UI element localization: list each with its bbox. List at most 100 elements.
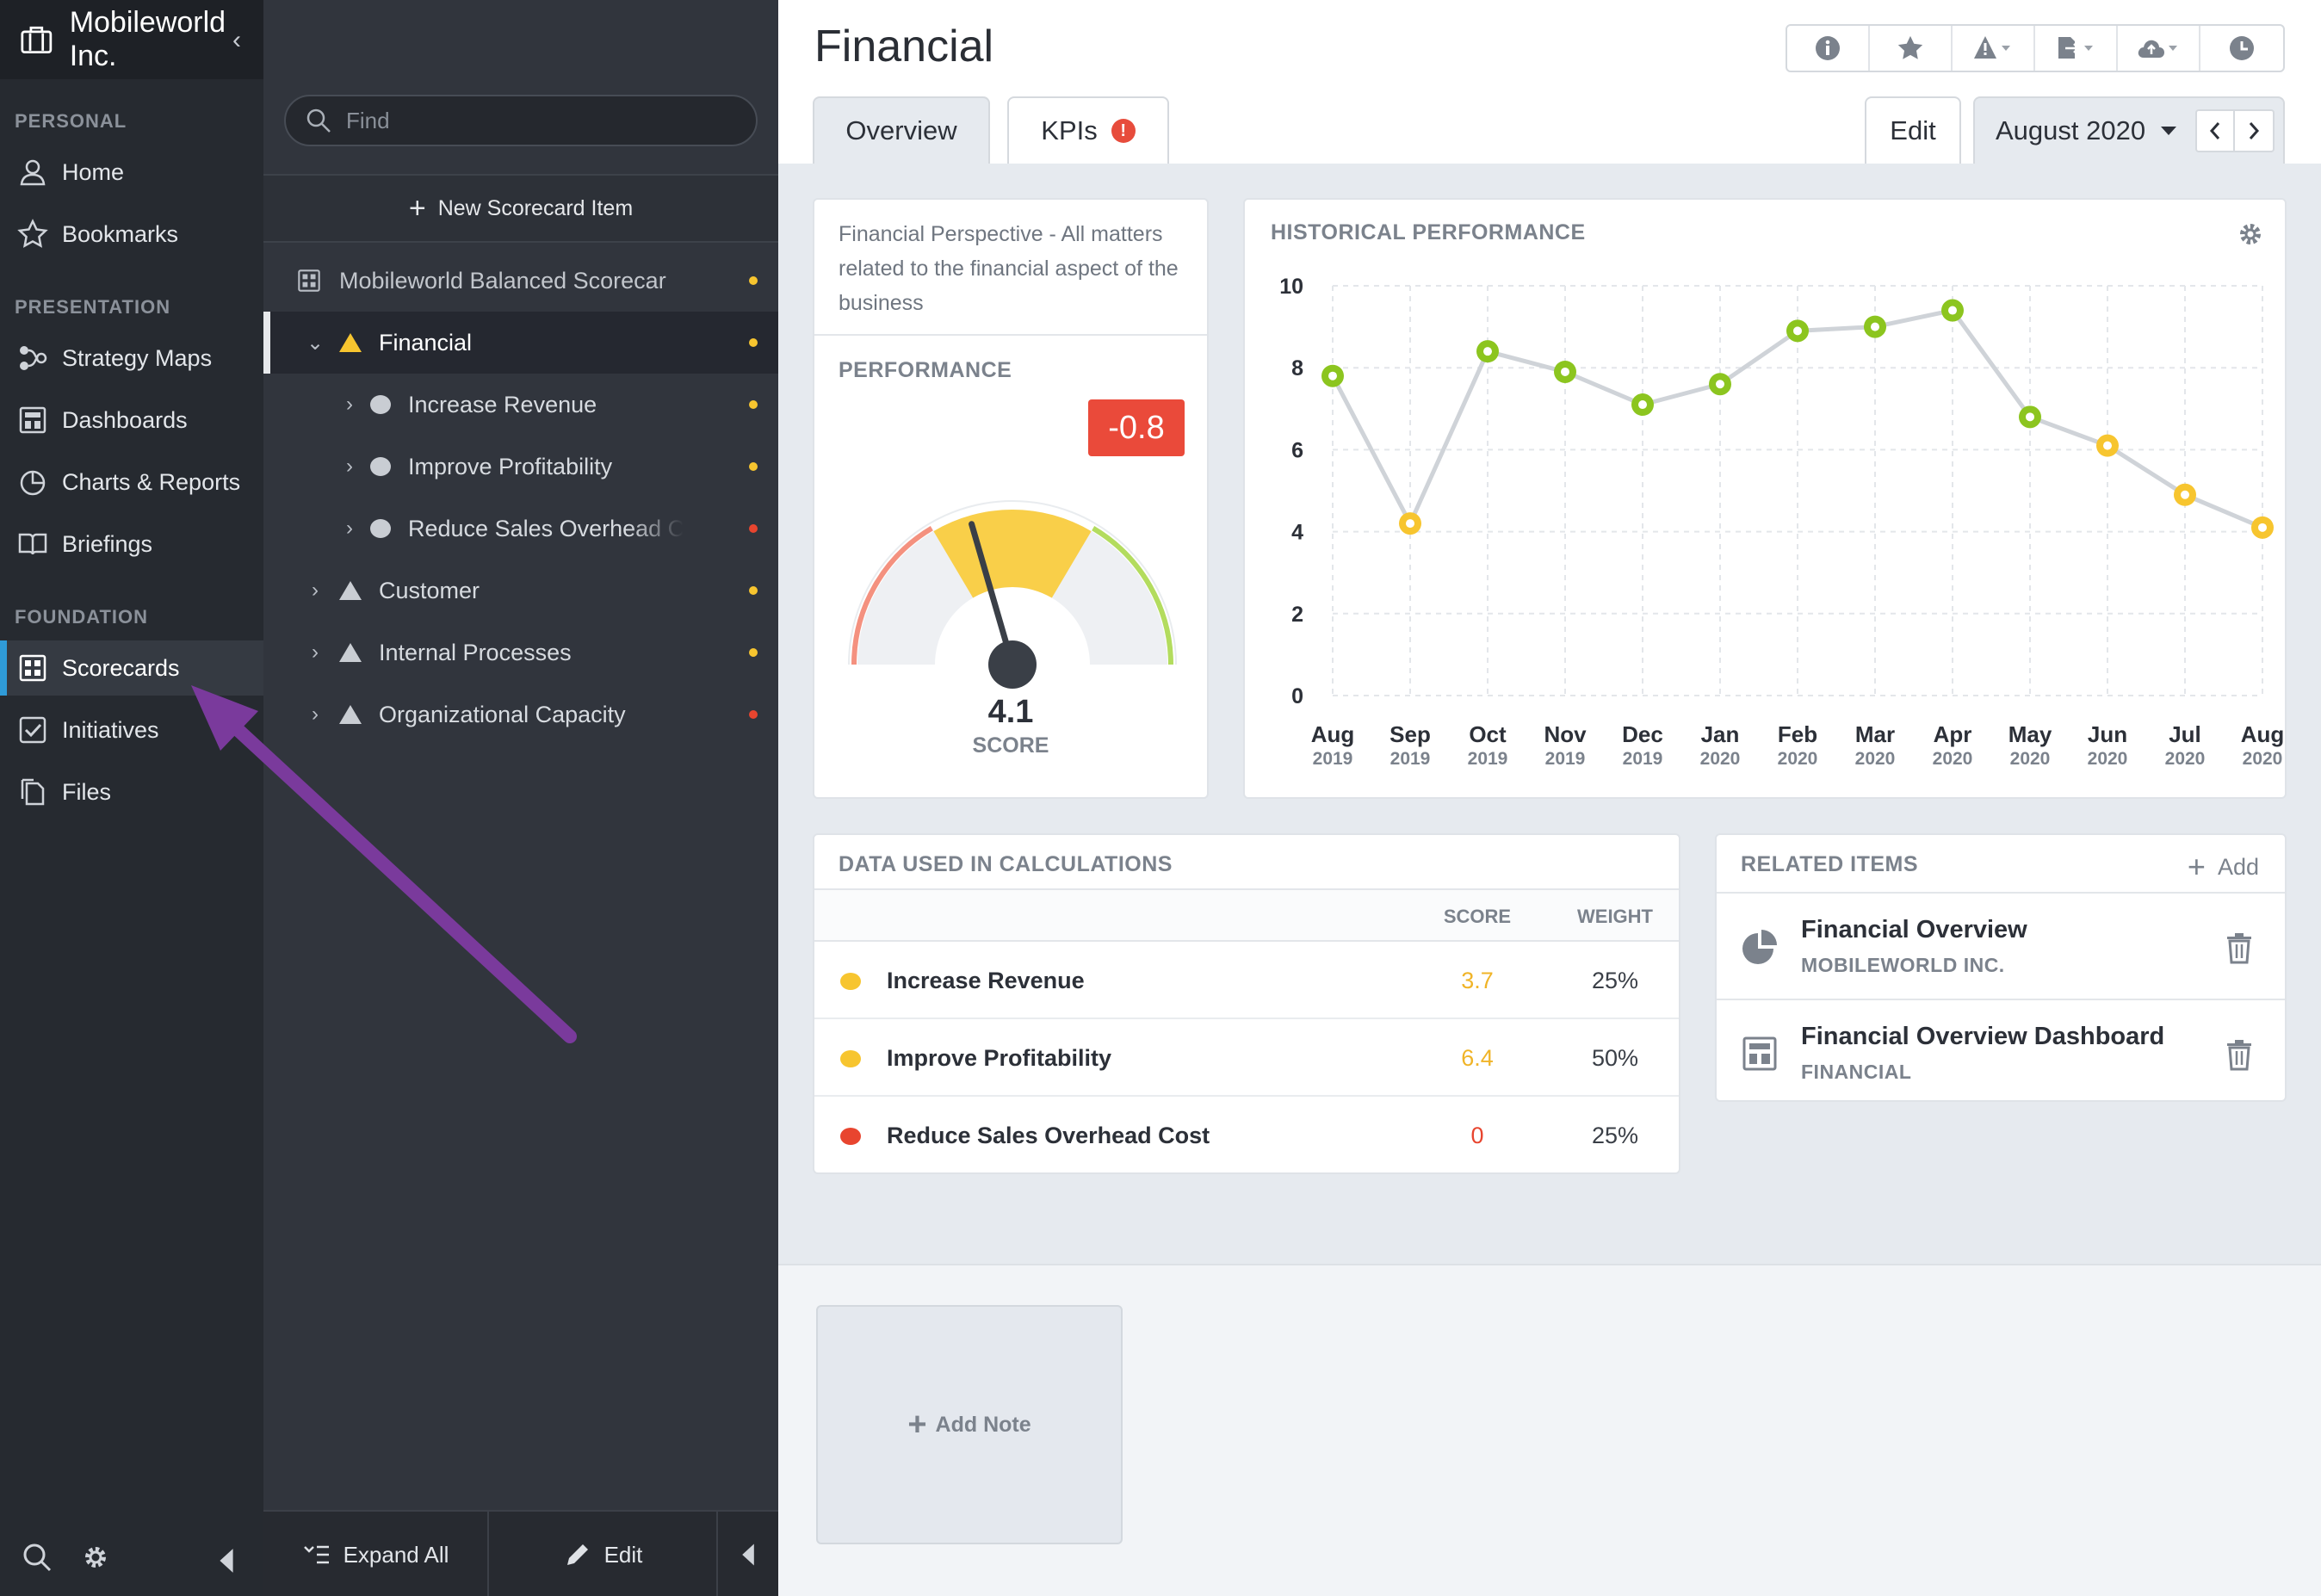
next-period-button[interactable] [2235, 109, 2275, 152]
nav-label: Home [62, 158, 125, 185]
data-point-center [1793, 326, 1802, 336]
chevron-right-icon[interactable]: › [312, 578, 319, 602]
y-tick-label: 4 [1291, 521, 1303, 545]
data-point-center [2258, 523, 2267, 532]
chevron-right-icon[interactable]: › [312, 640, 319, 664]
nav-label: Briefings [62, 530, 153, 557]
tree-row-organizational-capacity[interactable]: › Organizational Capacity [263, 684, 778, 745]
collapse-left-icon[interactable] [210, 1544, 243, 1577]
related-item[interactable]: Financial Overview Dashboard FINANCIAL [1717, 999, 2285, 1105]
nav-item-bookmarks[interactable]: Bookmarks [0, 207, 263, 262]
chevron-right-icon[interactable]: › [346, 455, 353, 478]
tree-bottom-bar: Expand All Edit [263, 1510, 778, 1596]
edit-button[interactable]: Edit [1865, 96, 1961, 164]
chevron-right-icon[interactable]: › [346, 393, 353, 416]
nav-item-strategy-maps[interactable]: Strategy Maps [0, 331, 263, 386]
score-value: 4.1 [987, 694, 1034, 730]
tree-search[interactable] [284, 95, 758, 146]
new-scorecard-item-label: New Scorecard Item [437, 195, 634, 220]
expand-all-icon [303, 1545, 329, 1564]
historical-performance-title: HISTORICAL PERFORMANCE [1271, 220, 1586, 244]
collapse-tree-button[interactable] [718, 1512, 778, 1596]
table-row[interactable]: Reduce Sales Overhead Cost 0 25% [814, 1097, 1679, 1174]
x-tick-label: Jan [1701, 721, 1740, 747]
tree-row-internal-processes[interactable]: › Internal Processes [263, 622, 778, 684]
x-tick-label: Jun [2088, 721, 2127, 747]
previous-period-button[interactable] [2195, 109, 2235, 152]
tree-row-increase-revenue[interactable]: › Increase Revenue [263, 374, 778, 436]
export-icon [2058, 37, 2093, 59]
row-weight: 25% [1591, 1123, 1639, 1148]
search-icon[interactable] [21, 1541, 53, 1574]
trash-icon[interactable] [2225, 931, 2254, 964]
status-dot [840, 1050, 861, 1067]
bookmark-button[interactable] [1870, 26, 1953, 71]
x-tick-year: 2020 [2088, 749, 2128, 769]
chevron-down-icon[interactable]: ⌄ [306, 331, 325, 355]
x-tick-label: Dec [1622, 721, 1663, 747]
table-row[interactable]: Increase Revenue 3.7 25% [814, 942, 1679, 1019]
tree-row-root[interactable]: Mobileworld Balanced Scorecard [263, 250, 778, 312]
nav-label: Scorecards [62, 654, 180, 681]
org-header[interactable]: Mobileworld Inc. ‹ [0, 0, 263, 79]
x-tick-label: May [2008, 721, 2052, 747]
add-related-button[interactable]: + Add [2188, 849, 2259, 885]
row-score: 6.4 [1461, 1045, 1494, 1071]
nav-item-charts-reports[interactable]: Charts & Reports [0, 455, 263, 510]
x-tick-year: 2020 [2243, 749, 2283, 769]
calculations-table-header: SCORE WEIGHT [814, 888, 1679, 942]
nav-label: Initiatives [62, 716, 159, 743]
x-tick-year: 2019 [1623, 749, 1663, 769]
data-point-center [1406, 519, 1414, 529]
related-items-card: RELATED ITEMS + Add Financial Overview M… [1715, 833, 2287, 1102]
chevron-left-icon [2209, 122, 2220, 139]
nav-item-dashboards[interactable]: Dashboards [0, 393, 263, 448]
add-note-button[interactable]: + Add Note [816, 1305, 1123, 1544]
tree-row-label: Reduce Sales Overhead Cost [408, 515, 684, 541]
tab-overview[interactable]: Overview [813, 96, 990, 164]
nav-item-briefings[interactable]: Briefings [0, 517, 263, 572]
export-dropdown[interactable] [2035, 26, 2118, 71]
table-row[interactable]: Improve Profitability 6.4 50% [814, 1019, 1679, 1097]
tree-row-reduce-sales-overhead[interactable]: › Reduce Sales Overhead Cost [263, 498, 778, 560]
objective-circle-icon [370, 519, 391, 538]
alerts-dropdown[interactable] [1953, 26, 2035, 71]
cloud-dropdown[interactable] [2118, 26, 2200, 71]
related-item[interactable]: Financial Overview MOBILEWORLD INC. [1717, 892, 2285, 999]
gear-icon[interactable] [2237, 220, 2264, 248]
gauge-needle [969, 521, 1016, 668]
expand-all-button[interactable]: Expand All [263, 1512, 489, 1596]
tree-row-improve-profitability[interactable]: › Improve Profitability [263, 436, 778, 498]
tree-row-label: Organizational Capacity [379, 701, 626, 727]
perspective-triangle-icon [339, 581, 362, 600]
pencil-icon [566, 1544, 588, 1565]
period-dropdown[interactable]: August 2020 [1975, 115, 2190, 146]
perspective-triangle-icon [339, 643, 362, 662]
tree-row-financial[interactable]: ⌄ Financial [263, 312, 778, 374]
tree-search-input[interactable] [346, 107, 742, 134]
tree-edit-button[interactable]: Edit [489, 1512, 718, 1596]
tab-kpis[interactable]: KPIs ! [1007, 96, 1169, 164]
history-button[interactable] [2200, 26, 2283, 71]
caret-down-icon [2161, 127, 2177, 135]
info-button[interactable] [1787, 26, 1870, 71]
nav-item-scorecards[interactable]: Scorecards [0, 640, 263, 696]
x-tick-year: 2019 [1313, 749, 1353, 769]
tree-row-label: Improve Profitability [408, 453, 613, 479]
gear-icon[interactable] [79, 1541, 112, 1574]
nav-item-home[interactable]: Home [0, 145, 263, 200]
nav-label: Dashboards [62, 406, 188, 433]
collapse-nav-icon[interactable]: ‹ [232, 26, 241, 54]
nav-item-initiatives[interactable]: Initiatives [0, 702, 263, 758]
tree-row-customer[interactable]: › Customer [263, 560, 778, 622]
section-personal: PERSONAL [15, 110, 127, 132]
y-tick-label: 2 [1291, 603, 1303, 627]
chevron-right-icon[interactable]: › [346, 517, 353, 540]
x-tick-year: 2020 [2010, 749, 2051, 769]
plus-icon: + [2187, 849, 2206, 884]
new-scorecard-item-button[interactable]: + New Scorecard Item [263, 174, 778, 243]
trash-icon[interactable] [2225, 1038, 2254, 1071]
score-label: SCORE [972, 733, 1049, 758]
chevron-right-icon[interactable]: › [312, 702, 319, 726]
nav-item-files[interactable]: Files [0, 764, 263, 820]
